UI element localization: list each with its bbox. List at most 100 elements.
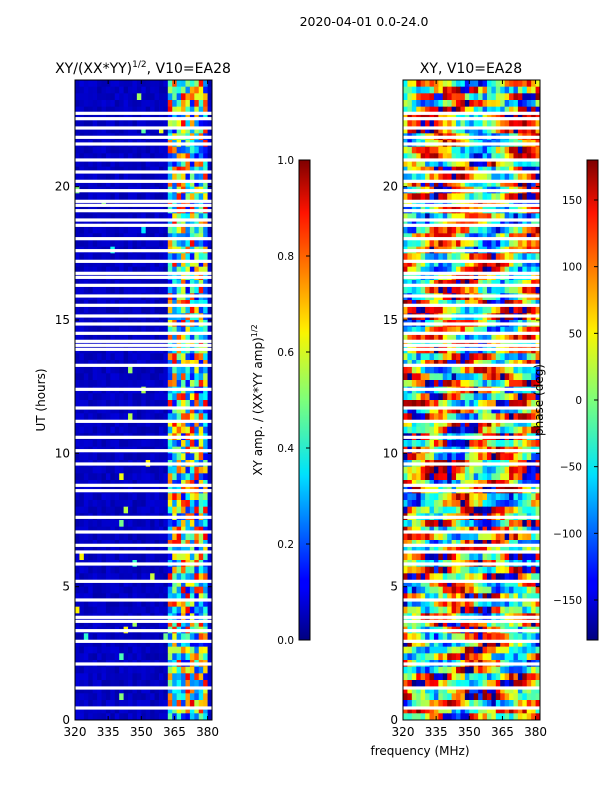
heatmap-cell <box>145 533 151 541</box>
heatmap-cell <box>83 580 89 588</box>
heatmap-cell <box>207 360 212 368</box>
heatmap-cell <box>75 700 81 708</box>
heatmap-cell <box>132 506 138 514</box>
heatmap-cell <box>198 400 204 408</box>
heatmap-cell <box>482 453 488 461</box>
heatmap-cell <box>517 366 523 374</box>
heatmap-cell <box>181 100 187 108</box>
heatmap-cell <box>136 286 142 294</box>
heatmap-cell <box>83 353 89 361</box>
heatmap-cell <box>132 226 138 234</box>
heatmap-cell <box>163 420 169 428</box>
heatmap-cell <box>158 260 164 268</box>
heatmap-cell <box>136 566 142 574</box>
heatmap-cell <box>194 300 200 308</box>
heatmap-cell <box>207 526 212 534</box>
heatmap-cell <box>522 113 528 121</box>
heatmap-cell <box>167 280 173 288</box>
heatmap-cell <box>456 226 462 234</box>
heatmap-cell <box>172 120 178 128</box>
heatmap-cell <box>517 260 523 268</box>
heatmap-cell <box>478 373 484 381</box>
heatmap-cell <box>154 220 160 228</box>
heatmap-cell <box>207 573 212 581</box>
heatmap-cell <box>181 253 187 261</box>
heatmap-cell <box>132 106 138 114</box>
heatmap-cell <box>460 180 466 188</box>
heatmap-cell <box>105 333 111 341</box>
flagged-row <box>75 275 212 279</box>
heatmap-cell <box>75 566 81 574</box>
heatmap-cell <box>433 220 439 228</box>
heatmap-cell <box>509 340 515 348</box>
heatmap-cell <box>128 106 134 114</box>
heatmap-cell <box>92 160 98 168</box>
heatmap-cell <box>526 300 532 308</box>
heatmap-cell <box>158 453 164 461</box>
heatmap-cell <box>486 86 492 94</box>
heatmap-cell <box>469 266 475 274</box>
heatmap-cell <box>407 373 413 381</box>
heatmap-cell <box>433 393 439 401</box>
heatmap-cell <box>456 413 462 421</box>
heatmap-cell <box>136 706 142 714</box>
heatmap-cell <box>473 180 479 188</box>
heatmap-cell <box>416 80 422 88</box>
heatmap-cell <box>101 220 107 228</box>
heatmap-cell <box>172 493 178 501</box>
flagged-row <box>75 562 212 566</box>
heatmap-cell <box>464 166 470 174</box>
heatmap-cell <box>128 593 134 601</box>
heatmap-cell <box>403 200 409 208</box>
heatmap-cell <box>141 286 147 294</box>
heatmap-cell <box>88 666 94 674</box>
heatmap-cell <box>411 426 417 434</box>
heatmap-cell <box>163 553 169 561</box>
heatmap-cell <box>79 680 85 688</box>
heatmap-cell <box>119 600 125 608</box>
heatmap-cell <box>447 153 453 161</box>
heatmap-cell <box>136 146 142 154</box>
heatmap-cell <box>478 193 484 201</box>
heatmap-cell <box>75 266 81 274</box>
heatmap-cell <box>83 673 89 681</box>
heatmap-cell <box>500 466 506 474</box>
heatmap-cell <box>101 180 107 188</box>
heatmap-cell <box>451 366 457 374</box>
heatmap-cell <box>97 166 103 174</box>
heatmap-cell <box>491 100 497 108</box>
heatmap-cell <box>185 360 191 368</box>
heatmap-cell <box>176 480 182 488</box>
heatmap-cell <box>75 213 81 221</box>
heatmap-cell <box>473 326 479 334</box>
flagged-row <box>75 237 212 241</box>
heatmap-cell <box>486 226 492 234</box>
heatmap-cell <box>163 606 169 614</box>
heatmap-cell <box>167 426 173 434</box>
heatmap-cell <box>482 240 488 248</box>
heatmap-cell <box>97 180 103 188</box>
heatmap-cell <box>141 380 147 388</box>
heatmap-cell <box>189 500 195 508</box>
heatmap-cell <box>407 400 413 408</box>
heatmap-cell <box>194 366 200 374</box>
heatmap-cell <box>407 160 413 168</box>
heatmap-cell <box>75 100 81 108</box>
heatmap-cell <box>473 120 479 128</box>
heatmap-cell <box>451 120 457 128</box>
heatmap-cell <box>478 240 484 248</box>
heatmap-cell <box>158 680 164 688</box>
heatmap-cell <box>438 226 444 234</box>
heatmap-cell <box>136 426 142 434</box>
heatmap-cell <box>535 286 540 294</box>
heatmap-cell <box>207 240 212 248</box>
heatmap-cell <box>460 280 466 288</box>
heatmap-cell <box>509 380 515 388</box>
heatmap-cell <box>535 86 540 94</box>
heatmap-cell <box>88 540 94 548</box>
heatmap-cell <box>189 593 195 601</box>
heatmap-cell <box>128 706 134 714</box>
heatmap-cell <box>194 120 200 128</box>
heatmap-cell <box>526 353 532 361</box>
heatmap-cell <box>141 406 147 414</box>
